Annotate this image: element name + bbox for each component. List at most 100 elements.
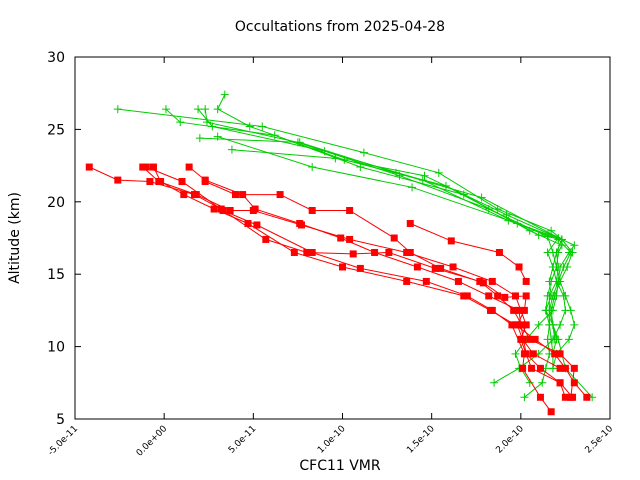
profile-line bbox=[197, 108, 572, 384]
data-point bbox=[517, 321, 525, 329]
data-point bbox=[554, 234, 563, 242]
data-point bbox=[561, 364, 569, 372]
data-point bbox=[502, 210, 511, 219]
data-point bbox=[295, 138, 304, 147]
data-point bbox=[413, 263, 421, 271]
data-point bbox=[422, 277, 430, 285]
chart-title: Occultations from 2025-04-28 bbox=[235, 19, 445, 35]
data-point bbox=[564, 335, 573, 344]
axis-layer: 5 10 15 20 25 30 -5.0e-11 0.0e+00 5.0e-11 1.0e-10… bbox=[46, 50, 615, 459]
data-point bbox=[487, 306, 495, 314]
data-point bbox=[142, 163, 150, 171]
y-axis-label: Altitude (km) bbox=[7, 192, 23, 284]
data-point bbox=[501, 293, 509, 301]
data-point bbox=[541, 306, 550, 315]
data-point bbox=[543, 335, 552, 344]
data-point bbox=[531, 335, 539, 343]
data-point bbox=[551, 350, 559, 358]
data-point bbox=[403, 248, 411, 256]
data-point bbox=[556, 350, 564, 358]
data-point bbox=[495, 248, 503, 256]
red-series bbox=[85, 163, 591, 416]
data-point bbox=[570, 364, 578, 372]
y-tick-label: 30 bbox=[47, 50, 65, 66]
data-point bbox=[538, 378, 547, 387]
data-point bbox=[251, 205, 259, 213]
data-point bbox=[337, 234, 345, 242]
data-point bbox=[519, 364, 527, 372]
y-tick-label: 15 bbox=[47, 267, 65, 283]
data-point bbox=[390, 234, 398, 242]
data-point bbox=[408, 183, 417, 192]
x-tick-label: 2.5e-10 bbox=[584, 424, 616, 456]
data-point bbox=[559, 291, 568, 300]
data-point bbox=[308, 163, 317, 172]
data-point bbox=[258, 122, 267, 131]
x-tick-label: 2.0e-10 bbox=[494, 424, 526, 456]
data-point bbox=[420, 171, 429, 180]
y-tick-label: 10 bbox=[47, 340, 65, 356]
data-point bbox=[180, 191, 188, 199]
data-point bbox=[528, 364, 536, 372]
data-point bbox=[146, 178, 154, 186]
data-point bbox=[194, 105, 203, 114]
data-point bbox=[245, 122, 254, 131]
data-point bbox=[201, 178, 209, 186]
data-point bbox=[557, 235, 566, 244]
data-point bbox=[176, 118, 185, 127]
data-point bbox=[529, 350, 537, 358]
data-point bbox=[296, 220, 304, 228]
profile-line bbox=[153, 166, 588, 398]
data-point bbox=[522, 292, 530, 300]
data-point bbox=[339, 263, 346, 271]
data-point bbox=[556, 379, 564, 387]
data-point bbox=[569, 393, 577, 401]
data-point bbox=[149, 163, 157, 171]
data-point bbox=[208, 122, 217, 131]
data-point bbox=[290, 248, 298, 256]
data-point bbox=[488, 277, 496, 285]
data-point bbox=[463, 292, 471, 300]
data-point bbox=[403, 277, 411, 285]
profile-line bbox=[188, 166, 573, 398]
data-point bbox=[561, 306, 570, 315]
data-point bbox=[511, 349, 520, 358]
profile-line bbox=[89, 166, 575, 398]
data-point bbox=[385, 248, 393, 256]
y-tick-label: 20 bbox=[47, 195, 65, 211]
data-point bbox=[114, 176, 122, 184]
profile-line bbox=[142, 166, 566, 398]
data-point bbox=[213, 132, 222, 141]
data-point bbox=[566, 248, 575, 257]
data-point bbox=[244, 220, 252, 228]
data-point bbox=[522, 350, 530, 358]
data-point bbox=[449, 263, 457, 271]
data-point bbox=[552, 248, 561, 257]
data-point bbox=[515, 306, 523, 314]
data-point bbox=[210, 205, 218, 213]
data-point bbox=[161, 105, 170, 114]
profile-line bbox=[217, 136, 563, 398]
profile-line bbox=[117, 108, 574, 354]
data-point bbox=[520, 306, 528, 314]
data-point bbox=[192, 191, 200, 199]
data-point bbox=[545, 277, 554, 286]
data-point bbox=[520, 393, 529, 402]
x-tick-label: 0.0e+00 bbox=[135, 424, 170, 459]
data-point bbox=[522, 277, 530, 285]
green-series bbox=[113, 90, 597, 402]
data-point bbox=[513, 321, 521, 329]
data-point bbox=[556, 320, 565, 329]
data-point bbox=[477, 193, 486, 202]
data-point bbox=[548, 364, 557, 373]
y-tick-label: 25 bbox=[47, 122, 65, 138]
data-point bbox=[554, 335, 563, 344]
data-point bbox=[178, 178, 186, 186]
data-point bbox=[513, 219, 522, 228]
data-point bbox=[511, 292, 519, 300]
data-point bbox=[570, 241, 579, 250]
data-point bbox=[570, 379, 578, 387]
data-point bbox=[270, 131, 279, 140]
data-point bbox=[226, 206, 234, 214]
